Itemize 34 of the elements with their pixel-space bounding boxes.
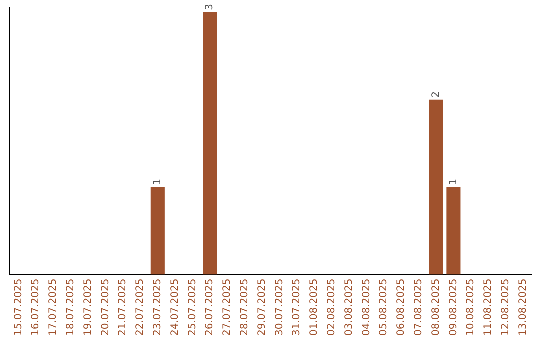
x-tick-label: 19.07.2025 [82,278,94,336]
x-tick-label: 07.08.2025 [413,278,424,336]
x-tick-label: 16.07.2025 [30,278,42,336]
x-tick-label: 29.07.2025 [256,278,268,336]
x-tick-label: 22.07.2025 [135,278,146,336]
x-tick-label: 04.08.2025 [361,278,372,336]
x-tick-label: 24.07.2025 [170,278,181,336]
data-label: 3 [204,4,216,10]
x-tick-label: 17.07.2025 [48,278,60,336]
x-tick-label: 26.07.2025 [204,278,216,336]
x-tick-label: 08.08.2025 [430,278,442,336]
x-tick-label: 15.07.2025 [13,278,24,336]
x-tick-label: 05.08.2025 [378,278,390,336]
x-tick-label: 28.07.2025 [239,278,250,336]
x-tick-label: 11.08.2025 [483,278,494,336]
x-tick-label: 18.07.2025 [65,278,76,336]
x-tick-label: 20.07.2025 [100,278,112,336]
data-label: 1 [152,178,164,186]
x-tick-label: 09.08.2025 [448,278,460,336]
x-tick-label: 06.08.2025 [396,278,408,336]
x-tick-label: 23.07.2025 [152,278,164,336]
x-tick-label: 10.08.2025 [466,278,477,336]
x-tick-label: 12.08.2025 [500,278,512,336]
data-label: 2 [430,91,442,98]
x-tick-label: 30.07.2025 [274,278,286,336]
data-label: 1 [448,178,460,186]
x-tick-label: 13.08.2025 [518,278,529,336]
x-tick-label: 03.08.2025 [344,278,355,336]
x-tick-label: 31.07.2025 [292,278,303,336]
x-tick-label: 21.07.2025 [118,278,129,336]
x-tick-label: 27.07.2025 [222,278,234,336]
x-tick-label: 02.08.2025 [326,278,338,336]
x-tick-label: 25.07.2025 [187,278,198,336]
x-tick-label: 01.08.2025 [309,278,320,336]
